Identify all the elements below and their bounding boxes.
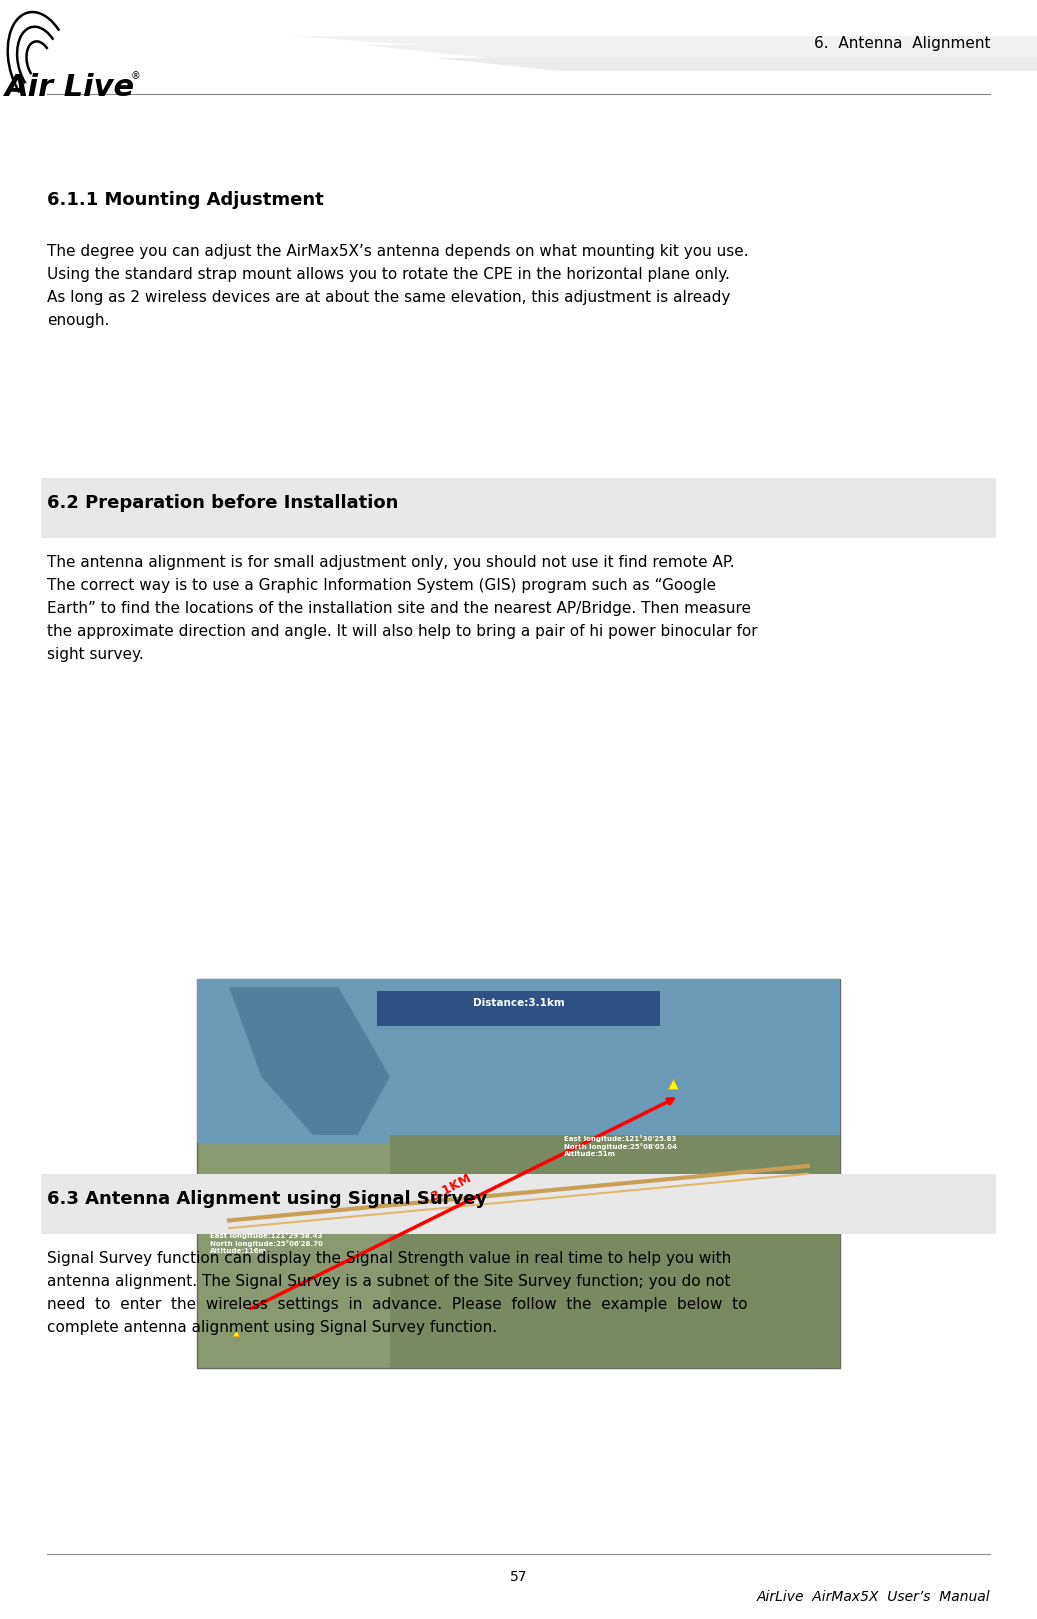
Text: Signal Survey function can display the Signal Strength value in real time to hel: Signal Survey function can display the S… [47, 1251, 748, 1336]
Bar [41, 478, 996, 538]
Polygon shape [363, 45, 1037, 58]
Text: 6.  Antenna  Alignment: 6. Antenna Alignment [814, 36, 990, 50]
Bar [377, 991, 660, 1026]
Text: The degree you can adjust the AirMax5X’s antenna depends on what mounting kit yo: The degree you can adjust the AirMax5X’s… [47, 244, 749, 329]
Text: 6.1.1 Mounting Adjustment: 6.1.1 Mounting Adjustment [47, 191, 324, 209]
Bar [390, 1135, 840, 1368]
Text: AirLive  AirMax5X  User’s  Manual: AirLive AirMax5X User’s Manual [757, 1590, 990, 1604]
Text: Distance:3.1km: Distance:3.1km [473, 997, 564, 1007]
Text: ®: ® [131, 71, 140, 81]
Text: East longitude:121°30'25.83
North longitude:25°08'05.04
Altitude:51m: East longitude:121°30'25.83 North longit… [563, 1135, 676, 1158]
Text: East longitude:121°29'58.43
North longitude:25°06'28.70
Altitude:116m: East longitude:121°29'58.43 North longit… [209, 1232, 323, 1255]
Text: 3.1KM: 3.1KM [428, 1172, 474, 1205]
Text: 6.3 Antenna Alignment using Signal Survey: 6.3 Antenna Alignment using Signal Surve… [47, 1190, 487, 1208]
Text: 57: 57 [510, 1570, 527, 1585]
Text: 6.2 Preparation before Installation: 6.2 Preparation before Installation [47, 494, 398, 512]
Polygon shape [436, 58, 1037, 71]
Bar [197, 979, 840, 1143]
Polygon shape [290, 36, 1037, 45]
Bar [197, 979, 840, 1368]
Bar [41, 1174, 996, 1234]
Polygon shape [229, 988, 390, 1135]
Text: Air Live: Air Live [5, 73, 135, 102]
Text: The antenna alignment is for small adjustment only, you should not use it find r: The antenna alignment is for small adjus… [47, 555, 757, 662]
